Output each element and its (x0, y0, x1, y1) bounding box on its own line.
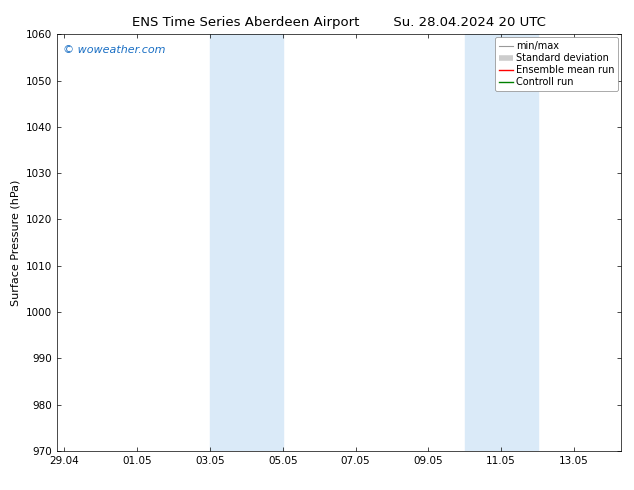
Legend: min/max, Standard deviation, Ensemble mean run, Controll run: min/max, Standard deviation, Ensemble me… (495, 37, 618, 91)
Bar (247, 34, 283, 451)
Bar (465, 34, 501, 451)
Text: © woweather.com: © woweather.com (63, 45, 165, 55)
Bar (501, 34, 538, 451)
Title: ENS Time Series Aberdeen Airport        Su. 28.04.2024 20 UTC: ENS Time Series Aberdeen Airport Su. 28.… (133, 16, 546, 29)
Bar (210, 34, 247, 451)
Y-axis label: Surface Pressure (hPa): Surface Pressure (hPa) (10, 179, 20, 306)
